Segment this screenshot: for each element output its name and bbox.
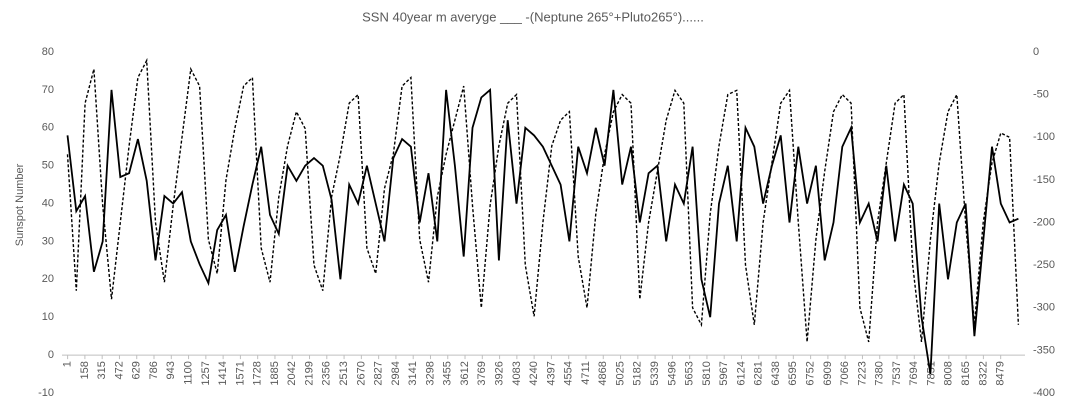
x-tick-label: 472 — [113, 361, 125, 379]
x-tick-label: 5339 — [649, 361, 661, 385]
x-tick-label: 1414 — [217, 361, 229, 385]
y2-tick-label: -100 — [1033, 131, 1055, 143]
x-tick-label: 5810 — [701, 361, 713, 385]
x-tick-label: 6438 — [770, 361, 782, 385]
x-tick-label: 2042 — [286, 361, 298, 385]
x-tick-label: 629 — [131, 361, 143, 379]
x-tick-label: 2670 — [355, 361, 367, 385]
y-tick-label: -10 — [38, 387, 54, 399]
x-tick-label: 8008 — [943, 361, 955, 385]
x-tick-label: 943 — [165, 361, 177, 379]
x-tick-label: 8165 — [960, 361, 972, 385]
x-tick-label: 1571 — [234, 361, 246, 385]
x-tick-label: 5653 — [684, 361, 696, 385]
x-tick-label: 1100 — [182, 361, 194, 385]
series-line — [66, 88, 1019, 375]
x-tick-label: 4711 — [580, 361, 592, 385]
x-tick-label: 4554 — [563, 361, 575, 385]
x-tick-label: 4397 — [545, 361, 557, 385]
x-tick-label: 6281 — [753, 361, 765, 385]
y2-tick-label: -350 — [1033, 344, 1055, 356]
y-tick-label: 70 — [42, 84, 54, 96]
y2-tick-label: -250 — [1033, 259, 1055, 271]
x-tick-label: 3455 — [442, 361, 454, 385]
x-tick-label: 6595 — [787, 361, 799, 385]
y-axis-label: Sunspot Number — [14, 163, 26, 246]
x-tick-label: 786 — [148, 361, 160, 379]
y2-tick-label: -200 — [1033, 216, 1055, 228]
x-tick-label: 7537 — [891, 361, 903, 385]
x-tick-label: 6124 — [735, 361, 747, 385]
chart-title: SSN 40year m averyge ___ -(Neptune 265°+… — [362, 9, 704, 24]
x-tick-label: 5967 — [718, 361, 730, 385]
y2-tick-label: 0 — [1033, 46, 1039, 58]
y-tick-label: 20 — [42, 273, 54, 285]
x-tick-label: 2984 — [390, 361, 402, 385]
x-tick-label: 158 — [79, 361, 91, 379]
x-tick-label: 2513 — [338, 361, 350, 385]
y-tick-label: 0 — [48, 349, 54, 361]
x-tick-label: 2356 — [321, 361, 333, 385]
x-tick-label: 6909 — [822, 361, 834, 385]
x-tick-label: 6752 — [805, 361, 817, 385]
y-tick-label: 40 — [42, 197, 54, 209]
y-tick-label: 30 — [42, 235, 54, 247]
y-tick-label: 80 — [42, 46, 54, 58]
x-tick-label: 315 — [96, 361, 108, 379]
x-tick-label: 7066 — [839, 361, 851, 385]
x-tick-label: 1 — [62, 361, 74, 367]
x-tick-label: 1885 — [269, 361, 281, 385]
x-tick-label: 3612 — [459, 361, 471, 385]
y-tick-label: 50 — [42, 160, 54, 172]
x-tick-label: 7380 — [874, 361, 886, 385]
x-tick-label: 5496 — [666, 361, 678, 385]
x-tick-label: 2827 — [373, 361, 385, 385]
x-tick-label: 7223 — [856, 361, 868, 385]
x-tick-label: 5182 — [632, 361, 644, 385]
y-tick-label: 60 — [42, 122, 54, 134]
x-tick-label: 3769 — [476, 361, 488, 385]
x-tick-label: 7694 — [908, 361, 920, 385]
y2-tick-label: -50 — [1033, 89, 1049, 101]
x-tick-label: 3298 — [424, 361, 436, 385]
x-tick-label: 8322 — [977, 361, 989, 385]
y2-tick-label: -150 — [1033, 174, 1055, 186]
x-tick-label: 4083 — [511, 361, 523, 385]
x-tick-label: 8479 — [995, 361, 1007, 385]
x-tick-label: 4868 — [597, 361, 609, 385]
series-line — [66, 57, 1020, 343]
y-tick-label: 10 — [42, 311, 54, 323]
x-tick-label: 3141 — [407, 361, 419, 385]
x-tick-label: 1728 — [252, 361, 264, 385]
x-tick-label: 4240 — [528, 361, 540, 385]
x-tick-label: 2199 — [303, 361, 315, 385]
x-tick-label: 1257 — [200, 361, 212, 385]
x-tick-label: 3926 — [493, 361, 505, 385]
y2-tick-label: -400 — [1033, 387, 1055, 399]
x-tick-label: 5025 — [614, 361, 626, 385]
y2-tick-label: -300 — [1033, 302, 1055, 314]
